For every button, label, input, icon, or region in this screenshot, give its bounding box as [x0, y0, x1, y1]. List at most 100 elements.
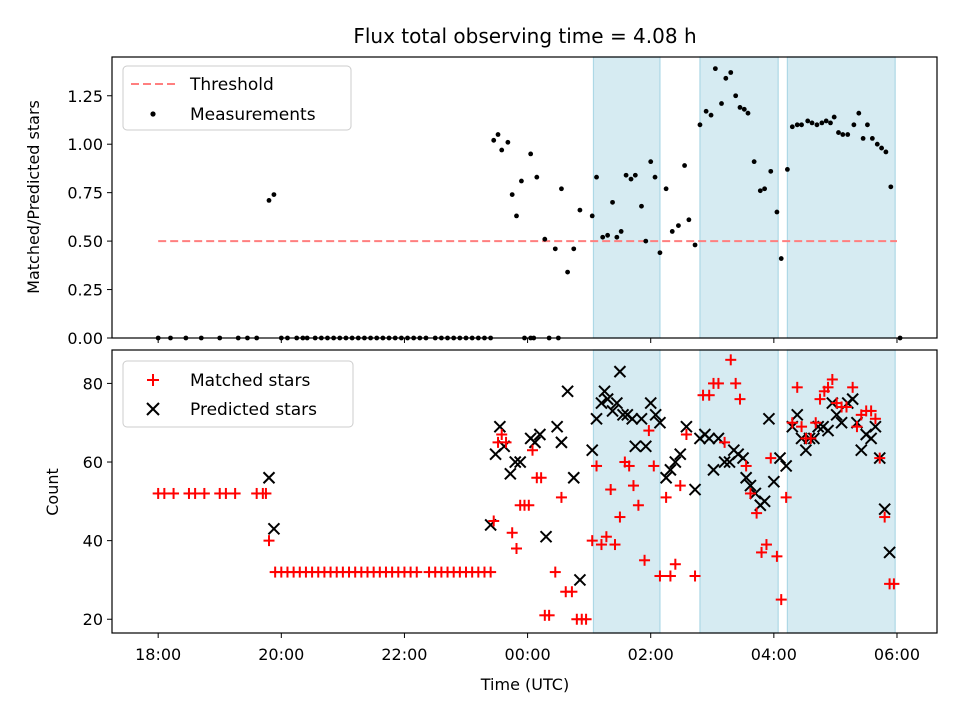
matched-star-marker	[669, 558, 681, 570]
measurement-point	[519, 178, 524, 184]
measurement-point	[799, 122, 804, 128]
measurement-point	[794, 122, 800, 128]
matched-star-marker	[674, 480, 686, 492]
measurement-point	[757, 188, 763, 194]
bottom-x-ticks: 18:00 20:00 22:00 00:00 02:00 04:00 06:00	[135, 633, 920, 664]
top-y-ticks: 0.00 0.25 0.50 0.75 1.00 1.25	[67, 87, 112, 348]
y-tick-label: 1.25	[67, 87, 103, 106]
measurement-point	[814, 122, 820, 128]
matched-star-marker	[500, 436, 512, 448]
matched-star-marker	[168, 487, 180, 499]
legend-matched-label: Matched stars	[190, 371, 310, 391]
matched-star-marker	[639, 554, 651, 566]
predicted-star-marker	[702, 432, 716, 445]
measurement-point	[686, 217, 692, 223]
observing-interval-shade	[592, 56, 661, 339]
predicted-star-marker	[601, 392, 614, 406]
predicted-star-marker	[613, 365, 627, 378]
matched-star-marker	[586, 535, 598, 547]
measurement-point	[491, 137, 497, 143]
matched-star-marker	[523, 499, 535, 511]
measurement-point	[495, 132, 501, 137]
matched-star-marker	[791, 381, 803, 393]
measurement-point	[836, 130, 841, 135]
matched-star-marker	[765, 452, 777, 464]
top-panel: 0.00 0.25 0.50 0.75 1.00 1.25 Matched/Predict…	[24, 56, 938, 348]
measurement-point	[708, 112, 714, 118]
measurement-point	[809, 120, 815, 126]
predicted-star-marker	[767, 475, 781, 488]
predicted-star-marker	[674, 447, 687, 461]
observing-interval-shade	[786, 56, 896, 339]
measurement-point	[505, 139, 511, 145]
matched-star-marker	[826, 373, 838, 385]
predicted-star-marker	[846, 392, 859, 406]
matched-star-marker	[660, 491, 672, 503]
measurement-point	[577, 207, 583, 213]
top-shaded-intervals	[592, 56, 896, 339]
matched-star-marker	[485, 566, 497, 578]
measurement-point	[552, 246, 558, 252]
matched-star-marker	[527, 444, 539, 456]
predicted-star-marker	[528, 436, 542, 449]
predicted-star-marker	[664, 463, 677, 477]
matched-star-marker	[627, 480, 639, 492]
predicted-star-marker	[799, 444, 813, 457]
x-tick-label: 06:00	[874, 645, 920, 664]
predicted-star-marker	[595, 396, 608, 410]
top-y-axis-label: Matched/Predicted stars	[24, 100, 43, 294]
measurement-point	[703, 108, 709, 114]
matched-star-marker	[263, 535, 275, 547]
measurement-point	[723, 75, 729, 81]
measurement-point	[499, 147, 505, 153]
predicted-star-marker	[539, 530, 553, 543]
predicted-star-marker	[688, 483, 702, 496]
measurement-point	[805, 118, 811, 124]
predicted-star-marker	[610, 396, 624, 410]
bottom-panel: 20 40 60 80 18:00 20:00 22:00 00:00 02:00 04:00 0…	[43, 349, 938, 694]
legend-matched-swatch	[147, 374, 159, 386]
predicted-star-marker	[744, 479, 757, 492]
predicted-star-marker	[590, 412, 603, 425]
matched-star-marker	[158, 487, 170, 499]
y-tick-label: 0.75	[67, 184, 103, 203]
x-tick-label: 18:00	[135, 645, 181, 664]
measurement-point	[528, 151, 534, 157]
matched-star-marker	[609, 539, 621, 551]
predicted-star-marker	[550, 420, 564, 433]
x-tick-label: 20:00	[258, 645, 304, 664]
measurement-point	[819, 120, 825, 126]
measurement-point	[768, 168, 774, 174]
measurement-point	[856, 110, 862, 116]
matched-star-marker	[632, 499, 644, 511]
measurement-point	[869, 135, 875, 141]
predicted-star-marker	[649, 408, 662, 422]
top-x-ticks	[157, 338, 898, 343]
matched-star-marker	[411, 566, 423, 578]
predicted-star-marker	[598, 385, 611, 398]
x-tick-label: 22:00	[381, 645, 427, 664]
matched-star-marker	[822, 381, 834, 393]
y-tick-label: 80	[83, 374, 103, 393]
matched-star-marker	[775, 594, 787, 606]
matched-star-marker	[220, 487, 232, 499]
top-axes-frame	[111, 56, 938, 339]
matched-star-markers	[152, 354, 900, 625]
measurement-point	[271, 192, 277, 197]
matched-star-marker	[643, 425, 655, 437]
measurement-point	[571, 246, 577, 252]
matched-star-marker	[600, 531, 612, 543]
predicted-star-marker	[493, 420, 507, 433]
bottom-shaded-intervals	[592, 349, 896, 634]
matched-star-marker	[840, 401, 852, 413]
measurement-point	[514, 213, 519, 219]
matched-star-marker	[771, 550, 783, 562]
predicted-star-marker	[606, 404, 619, 418]
measurement-point	[789, 124, 795, 130]
predicted-star-marker	[644, 396, 657, 410]
matched-star-marker	[725, 354, 737, 366]
measurement-point	[652, 174, 658, 180]
measurement-point	[719, 101, 724, 106]
y-tick-label: 0.00	[67, 329, 103, 348]
